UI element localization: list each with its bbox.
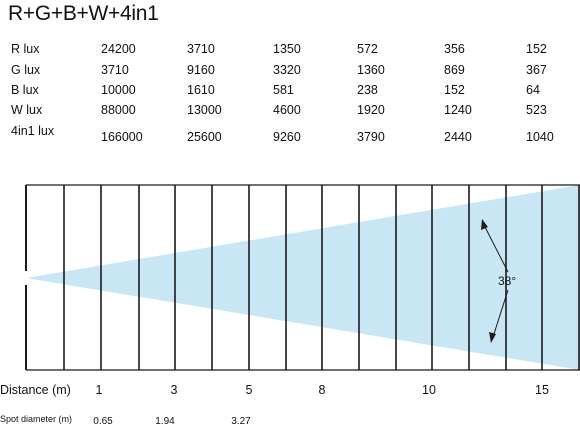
distance-tick-label: 1 <box>96 383 103 397</box>
spot-diameter-value: 0.65 <box>93 416 113 427</box>
lux-cell: 367 <box>526 63 547 77</box>
lux-row-label: R lux <box>11 42 40 56</box>
lux-cell: 356 <box>444 42 465 56</box>
lux-cell: 1350 <box>273 42 301 56</box>
spot-diameter-value: 1.94 <box>155 416 175 427</box>
lux-cell: 869 <box>444 63 465 77</box>
lux-cell: 2440 <box>444 130 472 144</box>
lux-cell: 64 <box>526 83 540 97</box>
lux-cell: 13000 <box>187 103 222 117</box>
lux-cell: 3710 <box>101 63 129 77</box>
lux-cell: 152 <box>444 83 465 97</box>
spot-diameter-value: 3.27 <box>231 416 251 427</box>
distance-axis-label: Distance (m) <box>0 383 71 397</box>
lux-cell: 1610 <box>187 83 215 97</box>
distance-tick-label: 10 <box>422 383 436 397</box>
spot-diameter-label: Spot diameter (m) <box>0 414 72 424</box>
lux-cell: 9260 <box>273 130 301 144</box>
angle-arrow-line-lower <box>492 289 509 338</box>
lux-cell: 3790 <box>357 130 385 144</box>
lux-cell: 238 <box>357 83 378 97</box>
lux-row-label: 4in1 lux <box>11 124 55 138</box>
lux-cell: 1040 <box>526 130 554 144</box>
lux-cell: 88000 <box>101 103 136 117</box>
lux-cell: 523 <box>526 103 547 117</box>
lux-row: G lux 3710 9160 3320 1360 869 367 <box>0 63 580 81</box>
lux-row-label: G lux <box>11 63 41 77</box>
lux-cell: 1360 <box>357 63 385 77</box>
lux-row: B lux 10000 1610 581 238 152 64 <box>0 83 580 101</box>
lux-row-label: W lux <box>11 103 43 117</box>
distance-tick-label: 3 <box>171 383 178 397</box>
beam-source-gap <box>24 271 29 285</box>
lux-cell: 572 <box>357 42 378 56</box>
lux-cell: 3710 <box>187 42 215 56</box>
distance-tick-label: 5 <box>246 383 253 397</box>
angle-arrow-line-upper <box>483 224 509 273</box>
beam-cone <box>26 185 580 370</box>
lux-cell: 1920 <box>357 103 385 117</box>
lux-cell: 581 <box>273 83 294 97</box>
distance-tick-label: 15 <box>535 383 549 397</box>
lux-cell: 152 <box>526 42 547 56</box>
lux-cell: 10000 <box>101 83 136 97</box>
lux-cell: 25600 <box>187 130 222 144</box>
angle-arrowhead-upper <box>481 219 488 230</box>
lux-cell: 24200 <box>101 42 136 56</box>
lux-cell: 3320 <box>273 63 301 77</box>
distance-tick-label: 8 <box>319 383 326 397</box>
lux-cell: 1240 <box>444 103 472 117</box>
lux-cell: 9160 <box>187 63 215 77</box>
beam-angle-label: 38° <box>498 274 516 288</box>
chart-title: R+G+B+W+4in1 <box>8 2 159 25</box>
lux-row: R lux 24200 3710 1350 572 356 152 <box>0 42 580 60</box>
angle-arrowhead-lower <box>489 332 496 343</box>
lux-cell: 4600 <box>273 103 301 117</box>
lux-row: 4in1 lux 166000 25600 9260 3790 2440 1040 <box>0 124 580 144</box>
lux-cell: 166000 <box>101 130 143 144</box>
lux-row: W lux 88000 13000 4600 1920 1240 523 <box>0 103 580 121</box>
lux-row-label: B lux <box>11 83 39 97</box>
